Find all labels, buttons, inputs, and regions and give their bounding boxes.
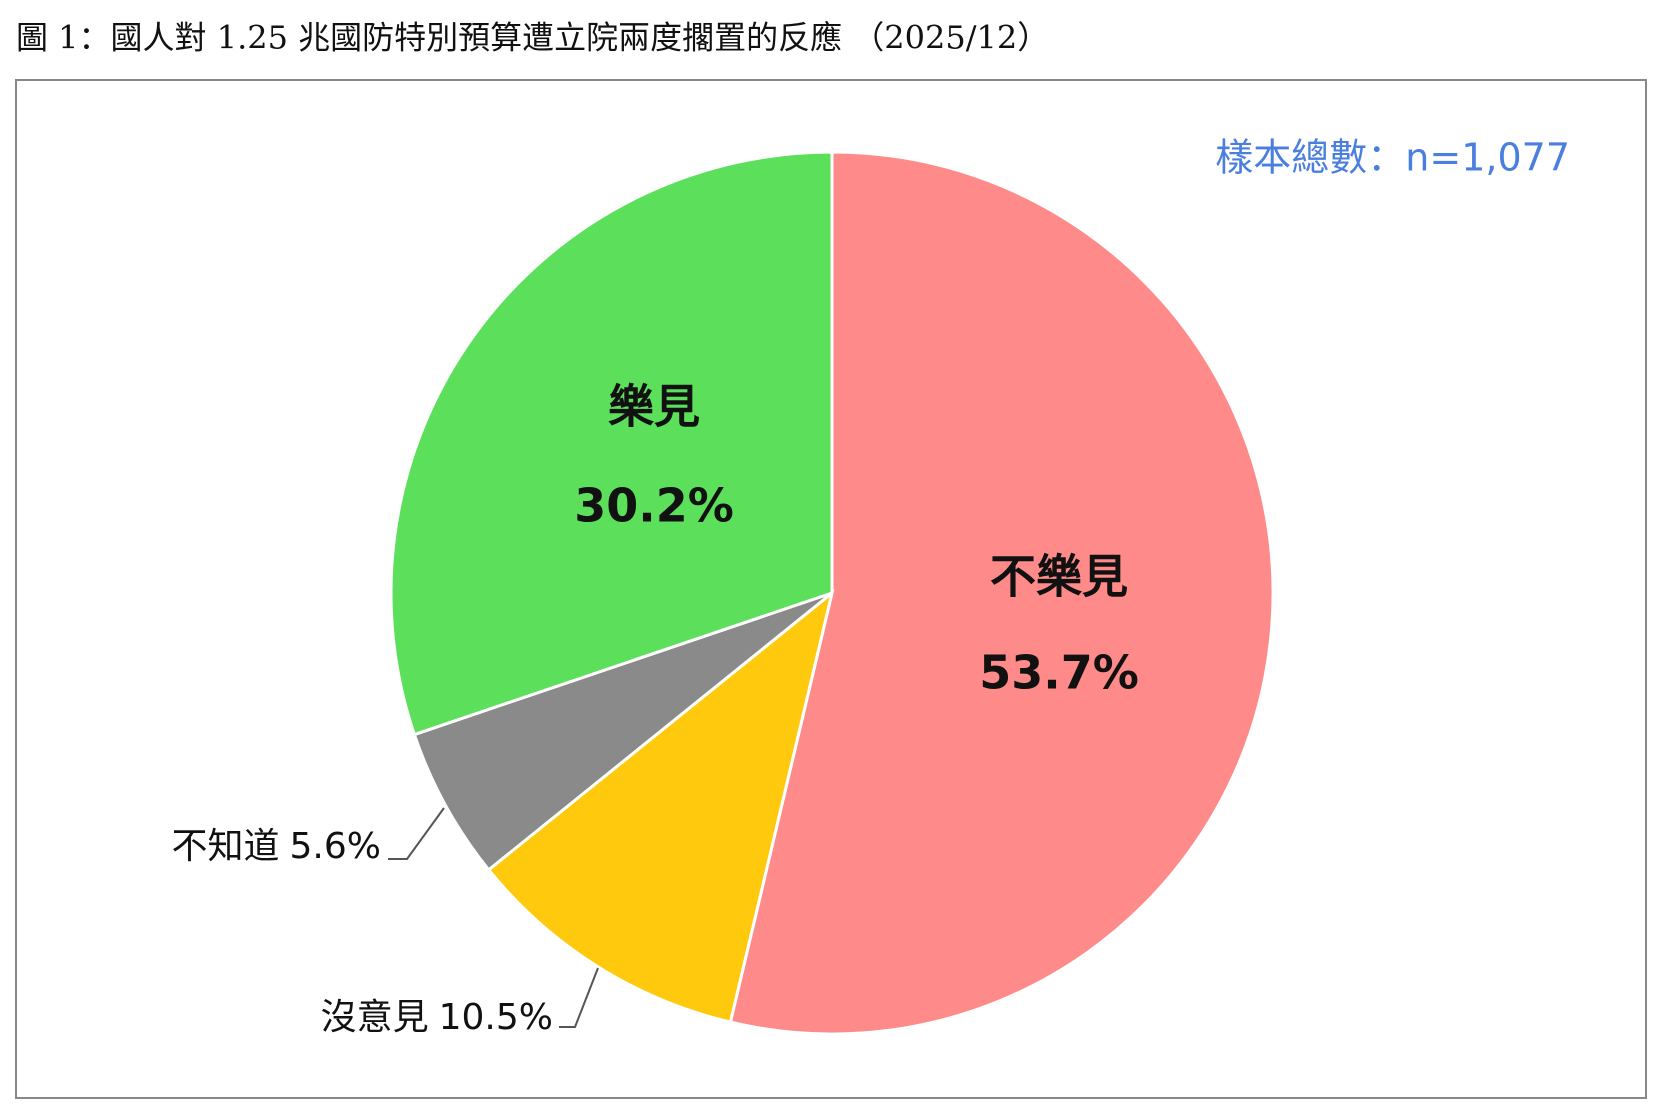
slice-value-label: 10.5%: [439, 997, 553, 1038]
pie-slice: [728, 150, 1275, 1036]
pie-slice: [486, 589, 835, 1024]
slice-category-label: 沒意見: [321, 997, 429, 1038]
leader-line: [559, 967, 599, 1028]
sample-size-note: 樣本總數：n=1,077: [1215, 136, 1570, 180]
slice-value-label: 5.6%: [290, 826, 381, 867]
chart-frame: [15, 79, 1647, 1099]
slice-value-label: 30.2%: [574, 479, 734, 533]
chart-title: 圖 1：國人對 1.25 兆國防特別預算遭立院兩度擱置的反應 （2025/12）: [16, 19, 1049, 57]
slice-value-label: 53.7%: [979, 646, 1139, 700]
slice-category-label: 不樂見: [990, 550, 1128, 604]
pie-slice: [389, 150, 834, 737]
slice-category-label: 樂見: [608, 380, 700, 434]
slice-category-label: 不知道: [172, 826, 280, 867]
pie-slice: [412, 591, 833, 872]
leader-line: [388, 807, 445, 860]
